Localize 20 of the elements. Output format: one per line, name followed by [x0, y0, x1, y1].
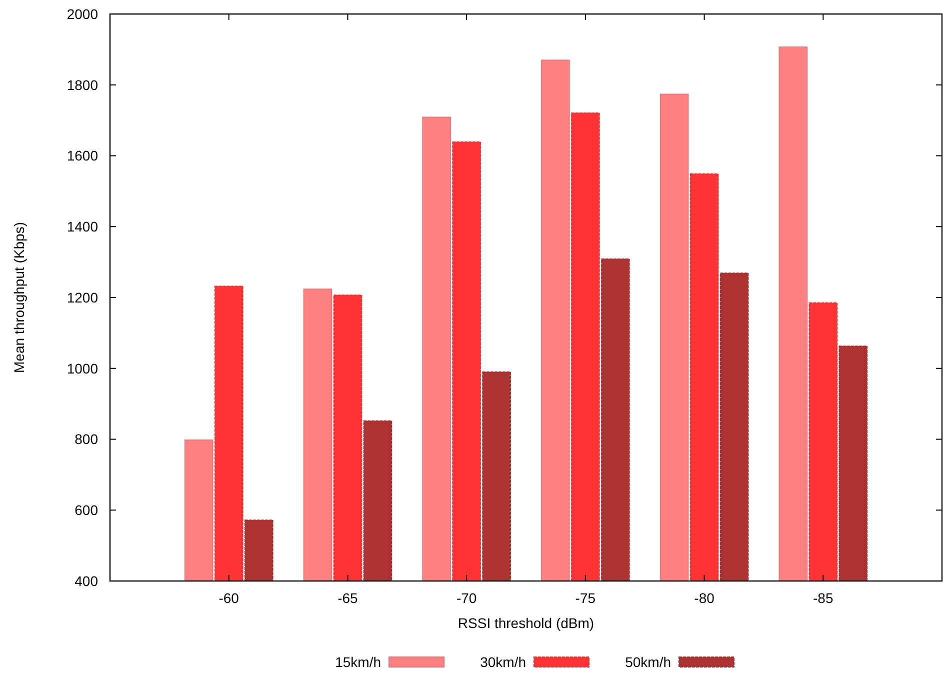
legend-label: 30km/h	[480, 654, 526, 670]
y-tick-label: 800	[74, 431, 98, 448]
y-tick-label: 400	[74, 572, 98, 589]
y-tick-label: 2000	[66, 6, 98, 22]
x-tick-label: -65	[338, 590, 358, 606]
y-axis-title: Mean throughput (Kbps)	[11, 222, 27, 373]
y-tick-label: 1400	[66, 218, 98, 235]
x-tick-label: -70	[456, 590, 477, 606]
y-tick-label: 1000	[66, 360, 98, 376]
y-tick-label: 1600	[66, 148, 98, 164]
x-tick-label: -80	[694, 590, 715, 606]
y-tick-label: 1800	[66, 76, 98, 93]
legend-label: 50km/h	[625, 654, 671, 670]
y-tick-label: 1200	[66, 289, 98, 306]
x-tick-label: -75	[575, 590, 596, 606]
x-axis-title: RSSI threshold (dBm)	[458, 615, 594, 631]
y-tick-label: 600	[74, 502, 98, 518]
legend-label: 15km/h	[335, 654, 381, 670]
x-tick-label: -60	[218, 590, 240, 606]
x-tick-label: -85	[813, 590, 834, 606]
